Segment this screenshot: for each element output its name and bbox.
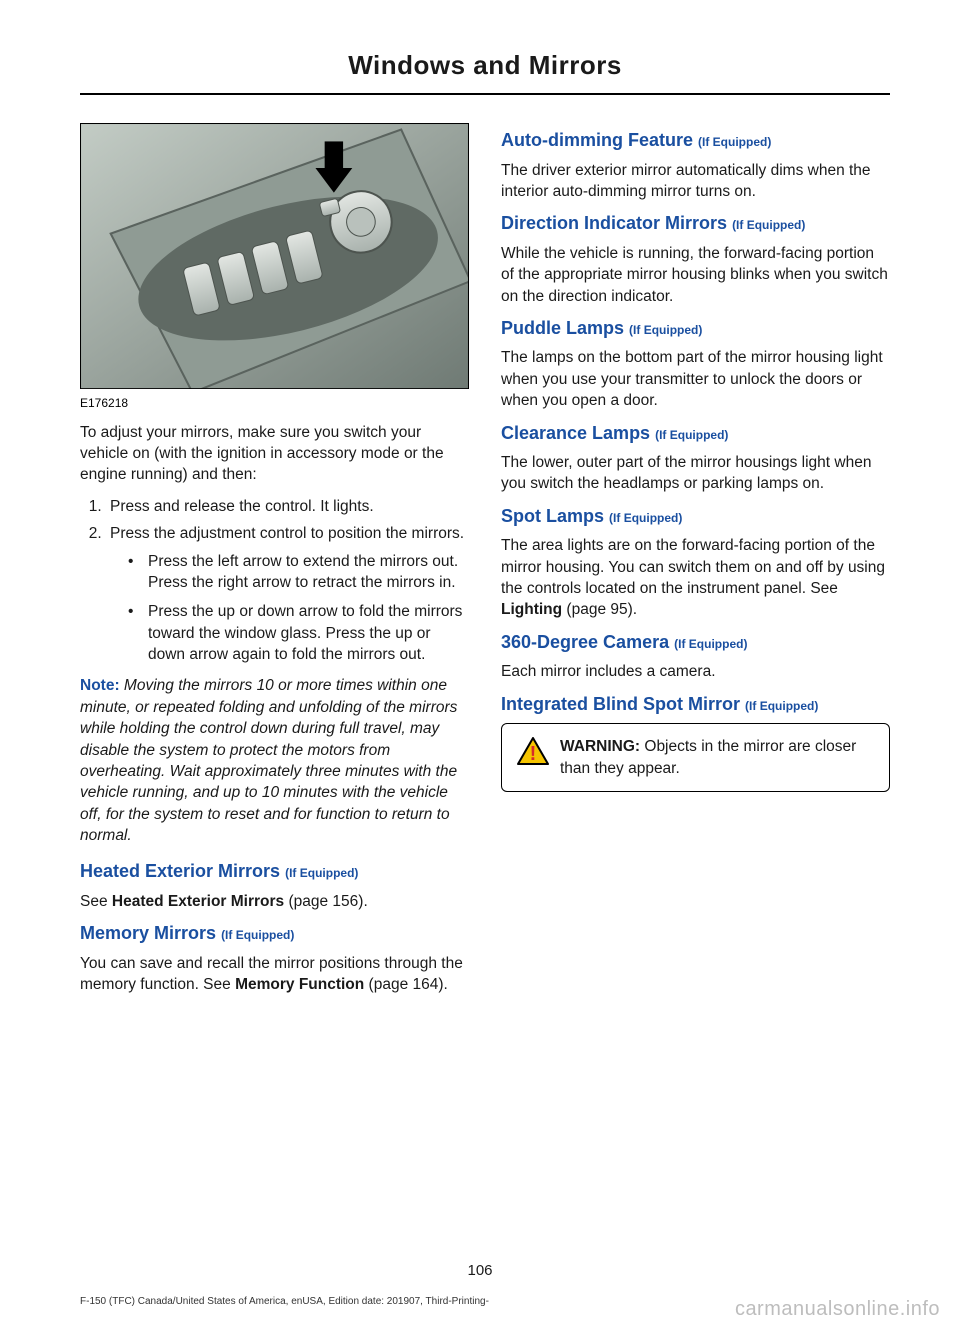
- heading-spot-lamps: Spot Lamps (If Equipped): [501, 505, 890, 528]
- heading-text: 360-Degree Camera: [501, 632, 669, 652]
- heading-qualifier: (If Equipped): [745, 699, 818, 713]
- left-column: E176218 To adjust your mirrors, make sur…: [80, 123, 469, 1006]
- memory-body: You can save and recall the mirror posit…: [80, 953, 469, 996]
- note-body: Moving the mirrors 10 or more times with…: [80, 677, 457, 844]
- heading-text: Direction Indicator Mirrors: [501, 213, 727, 233]
- text-post: (page 95).: [562, 601, 637, 618]
- heading-360-camera: 360-Degree Camera (If Equipped): [501, 631, 890, 654]
- text-post: (page 164).: [364, 976, 448, 993]
- two-column-layout: E176218 To adjust your mirrors, make sur…: [80, 123, 890, 1006]
- text-pre: See: [80, 893, 112, 910]
- step-2-text: Press the adjustment control to position…: [110, 525, 464, 542]
- heading-qualifier: (If Equipped): [732, 218, 805, 232]
- figure-label: E176218: [80, 395, 469, 412]
- watermark: carmanualsonline.info: [735, 1298, 940, 1321]
- auto-dimming-body: The driver exterior mirror automatically…: [501, 160, 890, 203]
- footer-text: F-150 (TFC) Canada/United States of Amer…: [80, 1296, 489, 1307]
- heading-auto-dimming: Auto-dimming Feature (If Equipped): [501, 129, 890, 152]
- svg-text:!: !: [530, 743, 537, 765]
- direction-body: While the vehicle is running, the forwar…: [501, 243, 890, 307]
- cross-ref: Memory Function: [235, 976, 364, 993]
- camera-body: Each mirror includes a camera.: [501, 661, 890, 682]
- mirror-control-figure: [80, 123, 469, 389]
- clearance-body: The lower, outer part of the mirror hous…: [501, 452, 890, 495]
- heading-direction-indicator: Direction Indicator Mirrors (If Equipped…: [501, 212, 890, 235]
- adjustment-steps: Press and release the control. It lights…: [106, 496, 469, 666]
- warning-label: WARNING:: [560, 738, 640, 755]
- heading-puddle-lamps: Puddle Lamps (If Equipped): [501, 317, 890, 340]
- heading-qualifier: (If Equipped): [629, 323, 702, 337]
- cross-ref: Heated Exterior Mirrors: [112, 893, 284, 910]
- warning-text: WARNING: Objects in the mirror are close…: [560, 736, 875, 779]
- heading-text: Integrated Blind Spot Mirror: [501, 694, 740, 714]
- cross-ref: Lighting: [501, 601, 562, 618]
- chapter-title: Windows and Mirrors: [80, 50, 890, 95]
- heading-text: Memory Mirrors: [80, 923, 216, 943]
- note-paragraph: Note: Moving the mirrors 10 or more time…: [80, 675, 469, 846]
- heading-heated-mirrors: Heated Exterior Mirrors (If Equipped): [80, 860, 469, 883]
- heading-text: Spot Lamps: [501, 506, 604, 526]
- step-2-sublist: Press the left arrow to extend the mirro…: [128, 551, 469, 666]
- step-1: Press and release the control. It lights…: [106, 496, 469, 517]
- puddle-body: The lamps on the bottom part of the mirr…: [501, 347, 890, 411]
- heading-clearance-lamps: Clearance Lamps (If Equipped): [501, 422, 890, 445]
- heading-blind-spot: Integrated Blind Spot Mirror (If Equippe…: [501, 693, 890, 716]
- step-2: Press the adjustment control to position…: [106, 523, 469, 665]
- warning-triangle-icon: !: [516, 736, 550, 772]
- manual-page: Windows and Mirrors: [0, 0, 960, 1337]
- intro-paragraph: To adjust your mirrors, make sure you sw…: [80, 422, 469, 486]
- heading-qualifier: (If Equipped): [655, 428, 728, 442]
- heading-text: Clearance Lamps: [501, 423, 650, 443]
- heated-body: See Heated Exterior Mirrors (page 156).: [80, 891, 469, 912]
- text-pre: The area lights are on the forward-facin…: [501, 537, 885, 597]
- heading-text: Heated Exterior Mirrors: [80, 861, 280, 881]
- note-label: Note:: [80, 677, 120, 694]
- right-column: Auto-dimming Feature (If Equipped) The d…: [501, 123, 890, 1006]
- heading-text: Auto-dimming Feature: [501, 130, 693, 150]
- heading-qualifier: (If Equipped): [609, 511, 682, 525]
- heading-qualifier: (If Equipped): [221, 928, 294, 942]
- substep-2: Press the up or down arrow to fold the m…: [128, 601, 469, 665]
- heading-qualifier: (If Equipped): [698, 135, 771, 149]
- warning-box: ! WARNING: Objects in the mirror are clo…: [501, 723, 890, 792]
- heading-qualifier: (If Equipped): [674, 637, 747, 651]
- heading-qualifier: (If Equipped): [285, 866, 358, 880]
- spot-body: The area lights are on the forward-facin…: [501, 535, 890, 621]
- heading-memory-mirrors: Memory Mirrors (If Equipped): [80, 922, 469, 945]
- substep-1: Press the left arrow to extend the mirro…: [128, 551, 469, 594]
- page-number: 106: [0, 1262, 960, 1279]
- heading-text: Puddle Lamps: [501, 318, 624, 338]
- text-post: (page 156).: [284, 893, 368, 910]
